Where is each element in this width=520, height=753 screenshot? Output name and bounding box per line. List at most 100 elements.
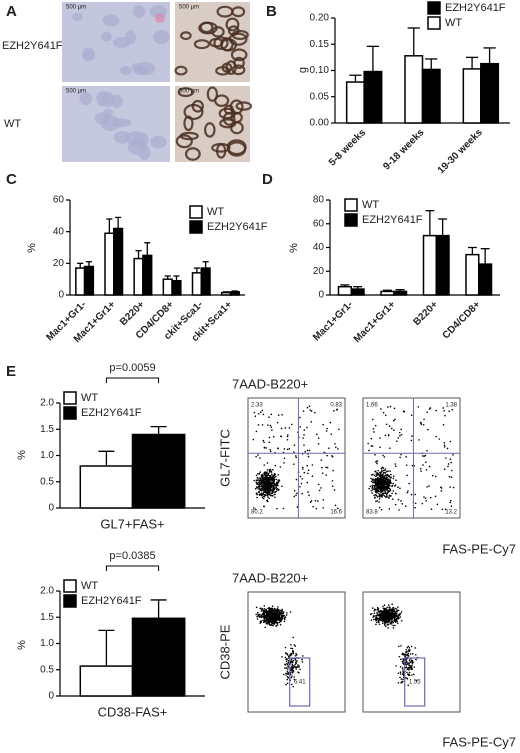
flow-x-label: FAS-PE-Cy7 [442, 734, 516, 749]
flow-dot [371, 478, 374, 481]
flow-dot [290, 653, 293, 656]
flow-dot [281, 615, 283, 617]
flow-dot [383, 471, 385, 474]
flow-dot [444, 414, 446, 417]
flow-dot [396, 615, 398, 617]
flow-dot [370, 619, 373, 621]
flow-dot [293, 678, 296, 681]
gate-value: 1.55 [409, 680, 421, 686]
follicle [119, 65, 132, 76]
y-tick-label: 40 [53, 226, 65, 237]
flow-dot [255, 455, 257, 458]
flow-dot [392, 614, 395, 616]
flow-dot [376, 471, 378, 474]
flow-dot [271, 477, 273, 479]
flow-dot [385, 474, 388, 477]
flow-dot [388, 613, 390, 616]
flow-dot [447, 463, 450, 465]
flow-dot [418, 439, 420, 441]
flow-dot [377, 484, 379, 487]
row-label: WT [4, 118, 21, 130]
annotation: p=0.0385 [109, 550, 155, 562]
flow-dot [261, 607, 264, 610]
flow-dot [383, 456, 386, 458]
flow-dot [392, 607, 394, 609]
flow-dot [306, 449, 309, 452]
flow-dot [380, 474, 382, 477]
flow-dot [264, 491, 267, 493]
flow-dot [269, 448, 272, 451]
flow-dot [301, 661, 304, 663]
flow-dot [283, 462, 285, 464]
flow-dot [266, 610, 269, 613]
follicle [206, 86, 219, 102]
flow-dot [388, 494, 391, 497]
flow-dot [263, 447, 266, 449]
flow-dot [262, 439, 265, 442]
flow-dot [283, 448, 286, 450]
y-tick-label: 0 [48, 691, 54, 702]
panel-label: B [266, 3, 277, 20]
bar [465, 253, 480, 296]
flow-dot [402, 652, 404, 655]
flow-dot [407, 645, 410, 648]
flow-dot [331, 455, 334, 458]
flow-dot [292, 636, 295, 639]
bar [345, 81, 365, 124]
flow-dot [378, 611, 381, 614]
flow-dot [371, 487, 373, 489]
flow-dot [381, 495, 383, 498]
flow-dot [397, 606, 399, 608]
flow-dot [291, 675, 293, 677]
flow-dot [278, 479, 281, 482]
flow-dot [310, 410, 313, 412]
flow-dot [373, 488, 375, 490]
flow-dot [380, 611, 383, 613]
flow-dot [281, 655, 283, 658]
follicle [125, 131, 145, 146]
flow-dot [383, 623, 386, 625]
quadrant-value: 80.2 [251, 510, 263, 516]
flow-dot [260, 492, 263, 495]
flow-dot [402, 669, 404, 671]
flow-dot [376, 499, 379, 502]
flow-dot [388, 481, 391, 484]
flow-dot [260, 621, 263, 623]
error-bar [382, 289, 392, 292]
follicle [211, 142, 231, 153]
flow-dot [424, 497, 427, 500]
flow-dot [451, 408, 454, 411]
flow-dot [411, 663, 414, 665]
flow-dot [266, 611, 269, 614]
flow-dot [267, 611, 270, 614]
flow-dot [386, 621, 389, 623]
flow-dot [306, 481, 309, 484]
flow-dot [450, 461, 453, 464]
flow-dot [378, 485, 381, 488]
flow-dot [405, 456, 407, 458]
flow-dot [316, 500, 319, 502]
legend-label: WT [81, 392, 98, 404]
flow-dot [267, 472, 270, 475]
flow-dot [298, 671, 300, 674]
flow-dot [402, 653, 405, 656]
flow-dot [397, 609, 400, 612]
flow-dot [378, 497, 381, 500]
flow-dot [375, 477, 377, 480]
flow-plots [247, 397, 461, 713]
flow-dot [378, 501, 380, 503]
flow-dot [284, 427, 287, 429]
flow-dot [263, 491, 265, 493]
flow-dot [377, 490, 380, 492]
flow-dot [443, 444, 446, 447]
flow-dot [273, 478, 276, 481]
bar [435, 234, 450, 296]
flow-dot [265, 617, 268, 620]
flow-dot [384, 434, 387, 437]
flow-dot [400, 611, 403, 613]
flow-dot [399, 676, 401, 679]
flow-dot [306, 426, 308, 429]
flow-dot [436, 503, 439, 506]
y-tick-label: 0 [58, 290, 64, 301]
flow-dot [272, 624, 274, 627]
